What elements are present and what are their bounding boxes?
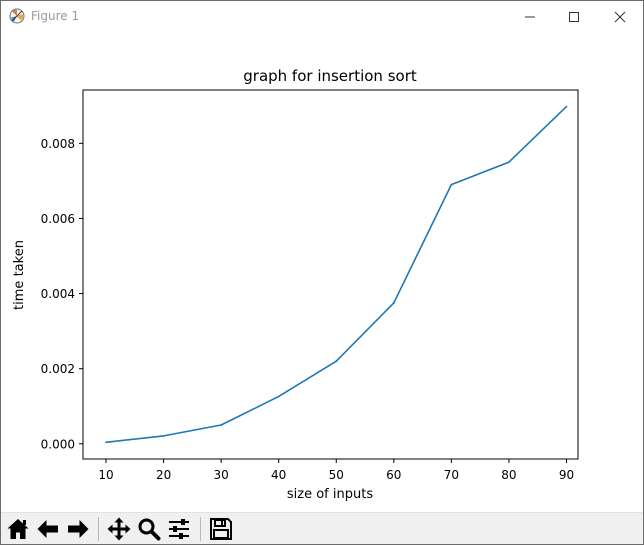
arrow-right-icon <box>68 520 89 538</box>
data-point <box>392 302 395 304</box>
matplotlib-icon <box>9 8 25 24</box>
plot-frame <box>82 89 579 460</box>
window-title: Figure 1 <box>31 9 80 23</box>
minimize-icon <box>525 16 535 17</box>
data-point <box>335 360 338 363</box>
data-point <box>277 395 280 398</box>
y-tick-label: 0.008 <box>41 137 75 151</box>
data-point <box>508 161 510 164</box>
pan-button[interactable] <box>105 515 133 543</box>
home-button[interactable] <box>4 515 32 543</box>
data-point <box>565 105 568 108</box>
y-tick-label: 0.004 <box>41 287 75 301</box>
forward-button[interactable] <box>64 515 92 543</box>
minimize-button[interactable] <box>507 1 553 32</box>
x-tick-label: 50 <box>329 468 344 482</box>
x-tick-label: 40 <box>271 468 286 482</box>
series-line <box>105 105 568 444</box>
zoom-button[interactable] <box>135 515 163 543</box>
line-chart: graph for insertion sort 10 20 30 40 50 60 70 8… <box>12 67 579 502</box>
title-bar[interactable]: Figure 1 <box>1 1 643 32</box>
data-point <box>105 441 107 444</box>
back-button[interactable] <box>34 515 62 543</box>
configure-subplots-button[interactable] <box>165 515 193 543</box>
chart-title: graph for insertion sort <box>243 67 417 85</box>
y-tick-label: 0.006 <box>41 212 75 226</box>
x-tick-label: 10 <box>98 468 113 482</box>
x-axis-label: size of inputs <box>287 487 373 502</box>
close-button[interactable] <box>597 1 643 32</box>
home-icon <box>7 519 29 539</box>
data-point <box>220 424 223 426</box>
floppy-disk-icon <box>210 518 232 540</box>
y-tick-label: 0.002 <box>41 362 75 376</box>
navigation-toolbar <box>1 512 643 544</box>
x-tick-label: 80 <box>501 468 516 482</box>
arrow-left-icon <box>37 520 58 538</box>
x-tick-label: 30 <box>213 468 228 482</box>
figure-canvas[interactable]: graph for insertion sort 10 20 30 40 50 60 70 8… <box>1 32 643 512</box>
save-button[interactable] <box>207 515 235 543</box>
move-icon <box>107 517 131 541</box>
sliders-icon <box>169 519 189 539</box>
magnifier-icon <box>138 518 161 541</box>
toolbar-separator <box>98 517 99 541</box>
close-icon <box>614 11 626 22</box>
x-tick-label: 20 <box>156 468 171 482</box>
data-point <box>450 183 453 186</box>
maximize-button[interactable] <box>551 1 597 32</box>
x-tick-label: 70 <box>444 468 459 482</box>
maximize-icon <box>569 11 579 22</box>
x-tick-label: 90 <box>559 468 574 482</box>
toolbar-separator <box>200 517 201 541</box>
data-point <box>162 435 165 437</box>
x-tick-label: 60 <box>386 468 401 482</box>
y-axis-label: time taken <box>12 240 27 310</box>
y-tick-label: 0.000 <box>41 437 75 451</box>
